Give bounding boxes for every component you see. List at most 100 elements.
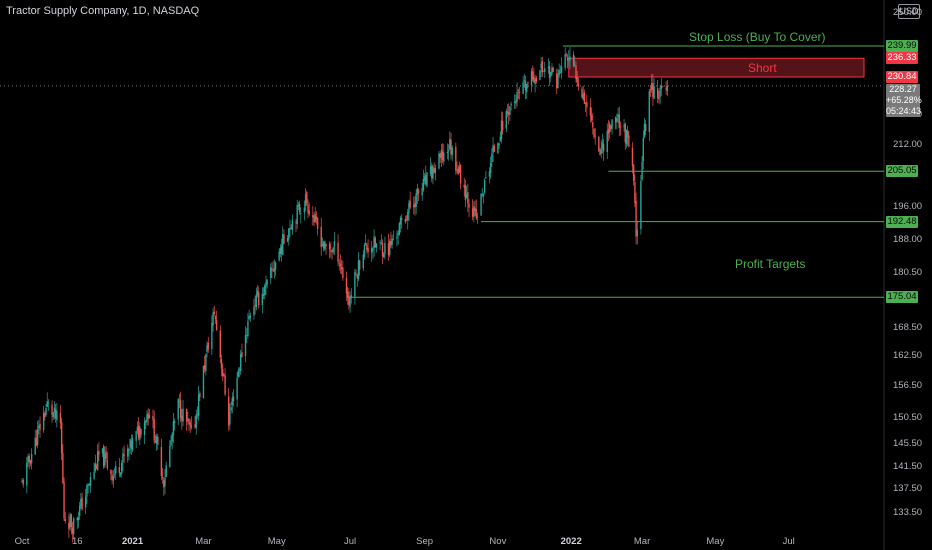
candle-body	[258, 292, 260, 306]
candle-body	[163, 479, 165, 488]
candle-body	[401, 218, 403, 220]
candle-body	[271, 268, 273, 270]
candle-body	[426, 172, 428, 187]
candle-body	[642, 137, 644, 162]
stop-loss-label: Stop Loss (Buy To Cover)	[689, 30, 826, 45]
candle-body	[298, 203, 301, 212]
candle-body	[375, 243, 378, 248]
candle-body	[569, 56, 571, 61]
candle-body	[51, 404, 53, 415]
candle-body	[264, 285, 266, 296]
candle-body	[131, 438, 134, 451]
candle-body	[422, 179, 425, 190]
candle-body	[170, 440, 172, 446]
time-tick-label: Jul	[343, 536, 357, 547]
candle-body	[296, 205, 298, 224]
candle-body	[608, 123, 611, 133]
candle-body	[288, 228, 290, 240]
candle-body	[35, 438, 38, 446]
candle-body	[357, 260, 360, 279]
candle-body	[199, 392, 201, 398]
candle-body	[106, 460, 109, 469]
candle-body	[325, 243, 327, 247]
candle-body	[467, 192, 469, 204]
candle-body	[152, 416, 154, 420]
candle-body	[177, 398, 179, 420]
candle-body	[628, 135, 630, 147]
candle-body	[575, 65, 577, 80]
candle-body	[635, 201, 637, 237]
candle-body	[136, 427, 139, 431]
profit-targets-label: Profit Targets	[735, 257, 806, 271]
currency-button[interactable]: USD	[898, 4, 920, 19]
candle-body	[624, 123, 626, 143]
time-tick-label: Mar	[633, 536, 651, 547]
candle-body	[602, 144, 605, 152]
price-tick-label: 162.50	[893, 350, 923, 362]
candle-body	[306, 192, 308, 204]
candle-body	[431, 165, 433, 179]
level-price-tag: 205.05	[886, 165, 918, 178]
candle-body	[291, 220, 294, 230]
candle-body	[54, 409, 57, 419]
candle-body	[231, 397, 234, 406]
candle-body	[195, 414, 197, 428]
candle-body	[345, 277, 348, 294]
candle-body	[145, 420, 147, 422]
candle-body	[161, 477, 164, 478]
candle-body	[88, 484, 90, 486]
candle-body	[617, 114, 619, 117]
candle-body	[362, 254, 364, 269]
candle-body	[290, 227, 292, 229]
candle-body	[34, 437, 36, 455]
candle-body	[237, 370, 240, 377]
candle-body	[586, 102, 588, 108]
candle-body	[619, 126, 622, 128]
candle-body	[113, 473, 116, 475]
candle-body	[640, 180, 642, 230]
candle-body	[660, 86, 663, 89]
price-tick-label: 141.50	[893, 460, 923, 472]
candle-body	[560, 66, 563, 73]
candle-body	[497, 143, 499, 154]
short-zone[interactable]	[568, 57, 865, 78]
candle-body	[458, 166, 461, 173]
candle-body	[56, 411, 58, 421]
candle-body	[488, 171, 491, 177]
candle-body	[232, 396, 235, 402]
candle-body	[367, 248, 369, 253]
candle-body	[547, 67, 550, 69]
candle-body	[215, 320, 218, 330]
candle-body	[600, 148, 602, 154]
candle-body	[475, 208, 477, 219]
candle-body	[346, 291, 349, 299]
candle-body	[340, 266, 343, 270]
candle-body	[272, 270, 274, 271]
candle-body	[464, 185, 467, 200]
candle-body	[540, 63, 542, 69]
candle-body	[330, 250, 332, 252]
candle-body	[544, 68, 546, 72]
candle-body	[60, 422, 63, 454]
candle-body	[565, 55, 568, 57]
candle-body	[253, 306, 255, 316]
candle-body	[104, 453, 106, 466]
candle-body	[641, 161, 643, 180]
candle-body	[350, 295, 352, 299]
candle-body	[348, 295, 350, 306]
level-price-tag: 230.84	[886, 70, 918, 83]
candle-body	[574, 65, 576, 67]
candle-body	[618, 114, 620, 128]
candle-body	[568, 58, 570, 60]
candle-body	[650, 82, 653, 90]
candle-body	[481, 194, 483, 196]
candle-body	[68, 522, 70, 530]
candle-body	[112, 476, 115, 481]
candle-body	[584, 103, 587, 105]
candle-body	[564, 53, 566, 68]
candle-body	[127, 448, 129, 457]
candle-body	[590, 114, 593, 121]
candle-body	[468, 203, 470, 208]
candle-body	[28, 456, 30, 462]
